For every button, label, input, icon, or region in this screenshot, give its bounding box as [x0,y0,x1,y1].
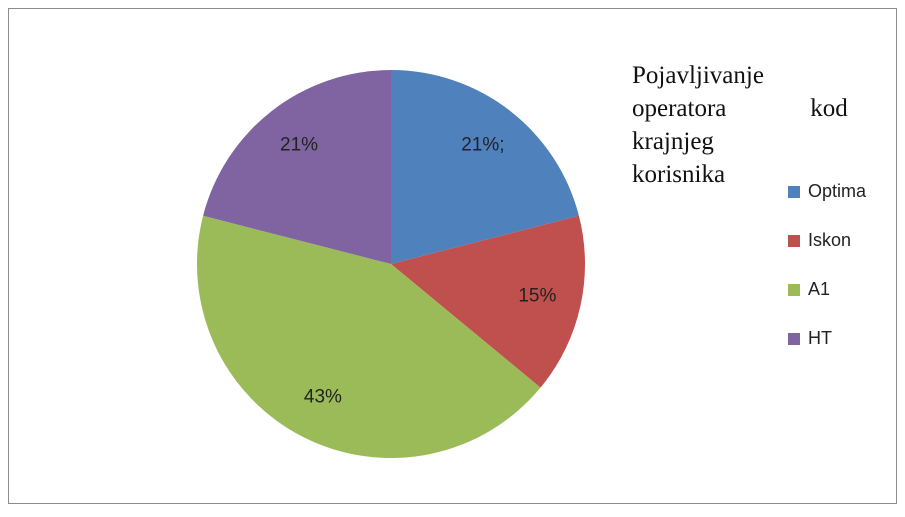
legend-swatch [788,235,800,247]
data-label: 15% [518,286,556,307]
chart-title: Pojavljivanje operatora kod krajnjeg kor… [632,62,854,188]
legend-label: Iskon [808,230,851,250]
pie-slice [391,215,585,388]
legend-swatch [788,284,800,296]
pie-slice [391,70,579,264]
legend-swatch [788,333,800,345]
legend-label: Optima [808,181,867,201]
data-label: 21%; [461,134,504,155]
legend-label: A1 [808,279,830,299]
data-label: 43% [304,387,342,408]
pie-slice [197,215,541,458]
legend-swatch [788,186,800,198]
data-label: 21% [280,134,318,155]
pie-slice [203,69,391,264]
legend-label: HT [808,328,832,348]
